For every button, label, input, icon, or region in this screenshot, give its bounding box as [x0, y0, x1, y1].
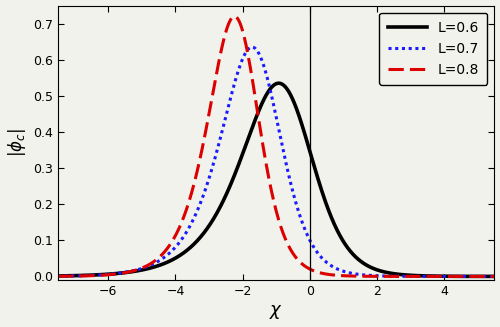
L=0.8 [436, 274, 442, 278]
L=0.6 [242, 147, 248, 151]
L=0.8 [242, 36, 248, 40]
Legend: L=0.6, L=0.7, L=0.8: L=0.6, L=0.7, L=0.8 [380, 12, 488, 85]
L=0.6 [436, 274, 442, 278]
L=0.6 [276, 81, 282, 85]
L=0.7 [104, 272, 110, 276]
X-axis label: $\chi$: $\chi$ [269, 303, 283, 321]
L=0.7 [55, 274, 61, 278]
Line: L=0.8: L=0.8 [58, 16, 494, 276]
L=0.8 [130, 269, 136, 273]
L=0.6 [104, 272, 110, 276]
L=0.7 [436, 274, 442, 278]
L=0.6 [55, 274, 61, 278]
L=0.6 [492, 274, 498, 278]
L=0.7 [222, 116, 228, 120]
Line: L=0.7: L=0.7 [58, 47, 494, 276]
L=0.6 [130, 269, 136, 273]
L=0.7 [242, 53, 248, 57]
L=0.7 [249, 45, 255, 49]
Y-axis label: $|\phi_c|$: $|\phi_c|$ [6, 128, 28, 157]
L=0.7 [130, 269, 136, 273]
L=0.8 [55, 274, 61, 278]
L=0.7 [492, 274, 498, 278]
L=0.7 [483, 274, 489, 278]
L=0.8 [492, 274, 498, 278]
L=0.6 [222, 195, 228, 198]
L=0.8 [222, 32, 228, 36]
Line: L=0.6: L=0.6 [58, 83, 494, 276]
L=0.6 [483, 274, 489, 278]
L=0.8 [483, 274, 489, 278]
L=0.8 [104, 273, 110, 277]
L=0.8 [232, 14, 237, 18]
